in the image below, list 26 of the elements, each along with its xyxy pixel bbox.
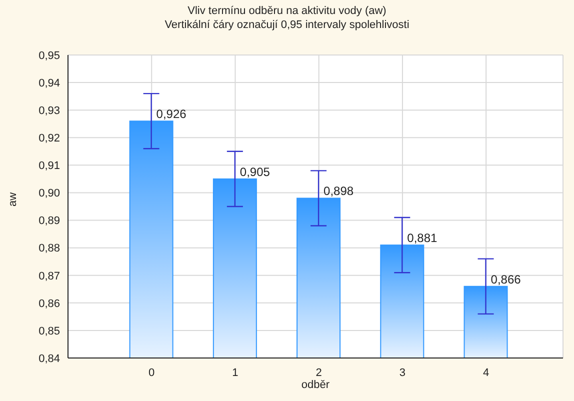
x-tick-label: 4 bbox=[483, 367, 490, 379]
chart-subtitle: Vertikální čáry označují 0,95 intervaly spolehlivosti bbox=[164, 18, 410, 32]
x-tick-label: 0 bbox=[148, 367, 155, 379]
y-tick-label: 0,84 bbox=[38, 352, 60, 365]
y-tick-label: 0,85 bbox=[38, 325, 60, 338]
x-tick-label: 1 bbox=[232, 367, 238, 379]
y-tick-label: 0,91 bbox=[38, 160, 60, 172]
x-axis-title: odběr bbox=[301, 379, 330, 391]
y-tick-label: 0,86 bbox=[38, 298, 60, 310]
chart-title: Vliv termínu odběru na aktivitu vody (aw) bbox=[186, 4, 388, 18]
data-label: 0,881 bbox=[407, 231, 438, 246]
y-tick-label: 0,89 bbox=[38, 215, 60, 228]
data-label: 0,866 bbox=[490, 272, 522, 286]
y-tick-label: 0,87 bbox=[38, 270, 60, 282]
y-tick-label: 0,94 bbox=[38, 77, 60, 90]
y-axis-title: aw bbox=[6, 192, 19, 206]
y-tick-label: 0,93 bbox=[38, 104, 60, 117]
x-tick-label: 2 bbox=[316, 367, 322, 379]
y-tick-label: 0,88 bbox=[38, 242, 60, 255]
x-tick-label: 3 bbox=[399, 367, 406, 379]
data-label: 0,898 bbox=[324, 184, 354, 198]
y-tick-label: 0,90 bbox=[38, 188, 60, 200]
data-label: 0,926 bbox=[156, 107, 187, 122]
y-tick-label: 0,95 bbox=[38, 50, 60, 62]
data-label: 0,905 bbox=[240, 164, 270, 179]
y-tick-label: 0,92 bbox=[38, 132, 60, 145]
